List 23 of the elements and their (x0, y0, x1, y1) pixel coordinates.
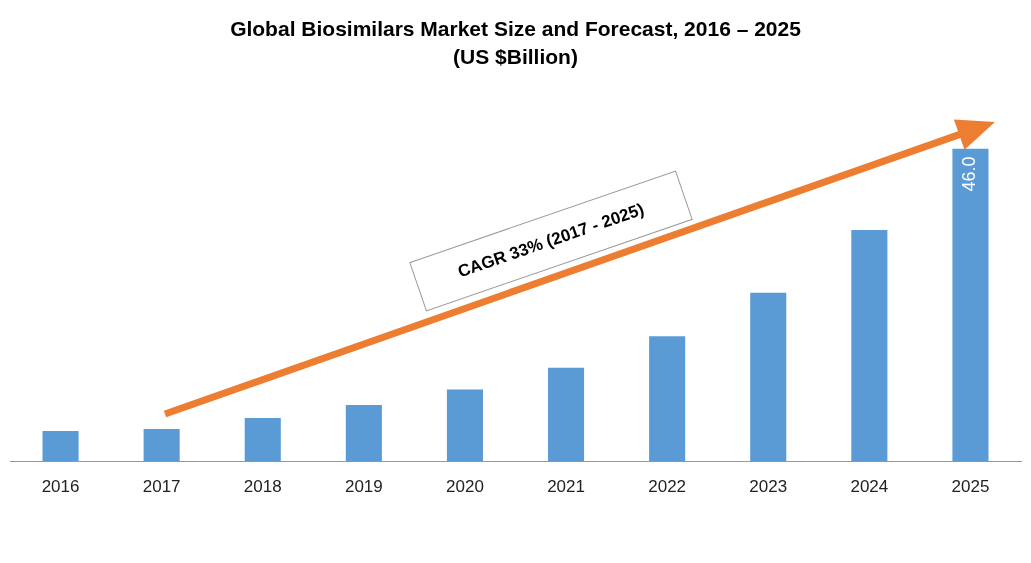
chart-subtitle: (US $Billion) (453, 44, 578, 68)
x-tick-label: 2021 (547, 477, 585, 497)
bar (548, 367, 585, 462)
x-tick-label: 2025 (951, 477, 990, 497)
x-tick-label: 2018 (243, 477, 282, 497)
x-tick-label: 2019 (344, 477, 383, 497)
bar (952, 148, 989, 462)
bar (345, 405, 382, 462)
x-tick-label: 2017 (142, 477, 181, 497)
bar (851, 230, 888, 462)
bar (42, 430, 79, 462)
data-label: 46.0 (959, 156, 980, 192)
x-tick-label: 2020 (446, 477, 484, 497)
x-tick-label: 2016 (41, 477, 80, 497)
bar (649, 336, 686, 462)
x-tick-label: 2022 (648, 477, 687, 497)
bar (446, 389, 483, 462)
bar (750, 292, 787, 462)
chart-title: Global Biosimilars Market Size and Forecast, 2016 – 2025 (230, 17, 802, 41)
x-tick-label: 2023 (749, 477, 788, 497)
bar (143, 428, 180, 462)
bar (244, 418, 281, 462)
x-tick-label: 2024 (850, 477, 889, 497)
